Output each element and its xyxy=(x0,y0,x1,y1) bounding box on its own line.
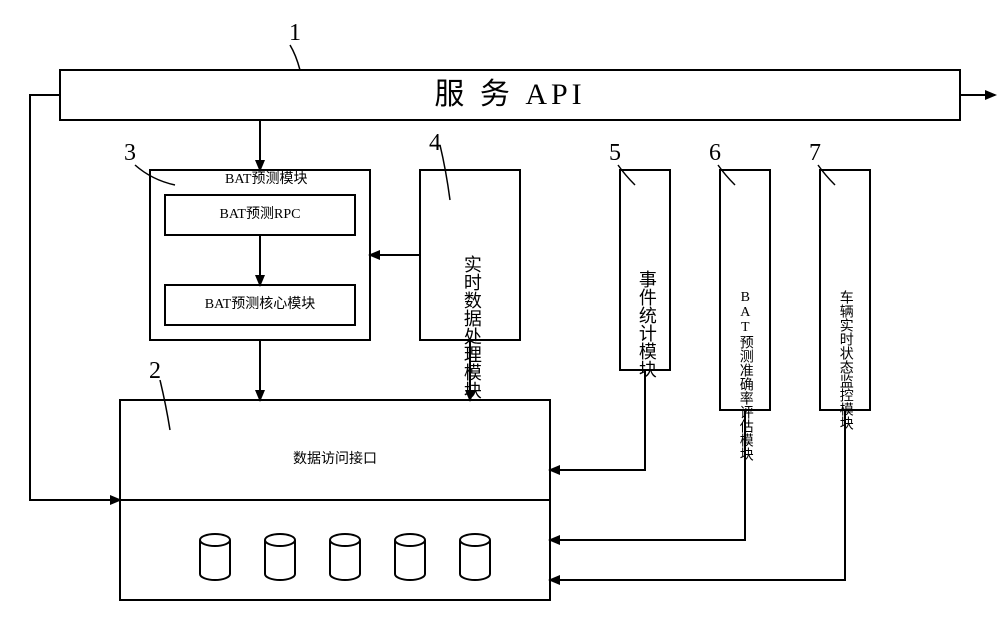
cylinder-icon xyxy=(460,534,490,580)
callout-number-4: 4 xyxy=(429,130,441,156)
leader-line xyxy=(290,45,300,70)
callout-number-6: 6 xyxy=(709,140,721,166)
cylinder-icon xyxy=(265,534,295,580)
connector-api-left-to-data xyxy=(30,95,120,500)
callout-number-5: 5 xyxy=(609,140,621,166)
connector-evtstat-to-data xyxy=(550,370,645,470)
callout-number-3: 3 xyxy=(124,140,136,166)
monitor-label: 车辆实时状态监控模块 xyxy=(838,289,854,430)
callout-number-7: 7 xyxy=(809,140,821,166)
bat-rpc-label: BAT预测RPC xyxy=(220,206,301,222)
connector-monitor-to-data xyxy=(550,410,845,580)
architecture-diagram: 服 务 API BAT预测模块 BAT预测RPC BAT预测核心模块 实时数据处理模块 事… xyxy=(0,0,1000,640)
cylinder-icon xyxy=(330,534,360,580)
callout-number-2: 2 xyxy=(149,358,161,384)
realtime-label: 实时数据处理模块 xyxy=(462,255,482,399)
callout-number-1: 1 xyxy=(289,20,301,46)
connector-accuracy-to-data xyxy=(550,410,745,540)
bat-outer-label: BAT预测模块 xyxy=(225,171,307,187)
api-label: 服 务 API xyxy=(434,78,585,111)
bat-core-label: BAT预测核心模块 xyxy=(205,296,315,312)
data-iface-label: 数据访问接口 xyxy=(293,450,377,467)
evtstat-label: 事件统计模块 xyxy=(637,270,657,378)
leader-line xyxy=(160,380,170,430)
leader-line xyxy=(440,145,450,200)
cylinder-icon xyxy=(200,534,230,580)
cylinder-icon xyxy=(395,534,425,580)
leader-line xyxy=(135,165,175,185)
